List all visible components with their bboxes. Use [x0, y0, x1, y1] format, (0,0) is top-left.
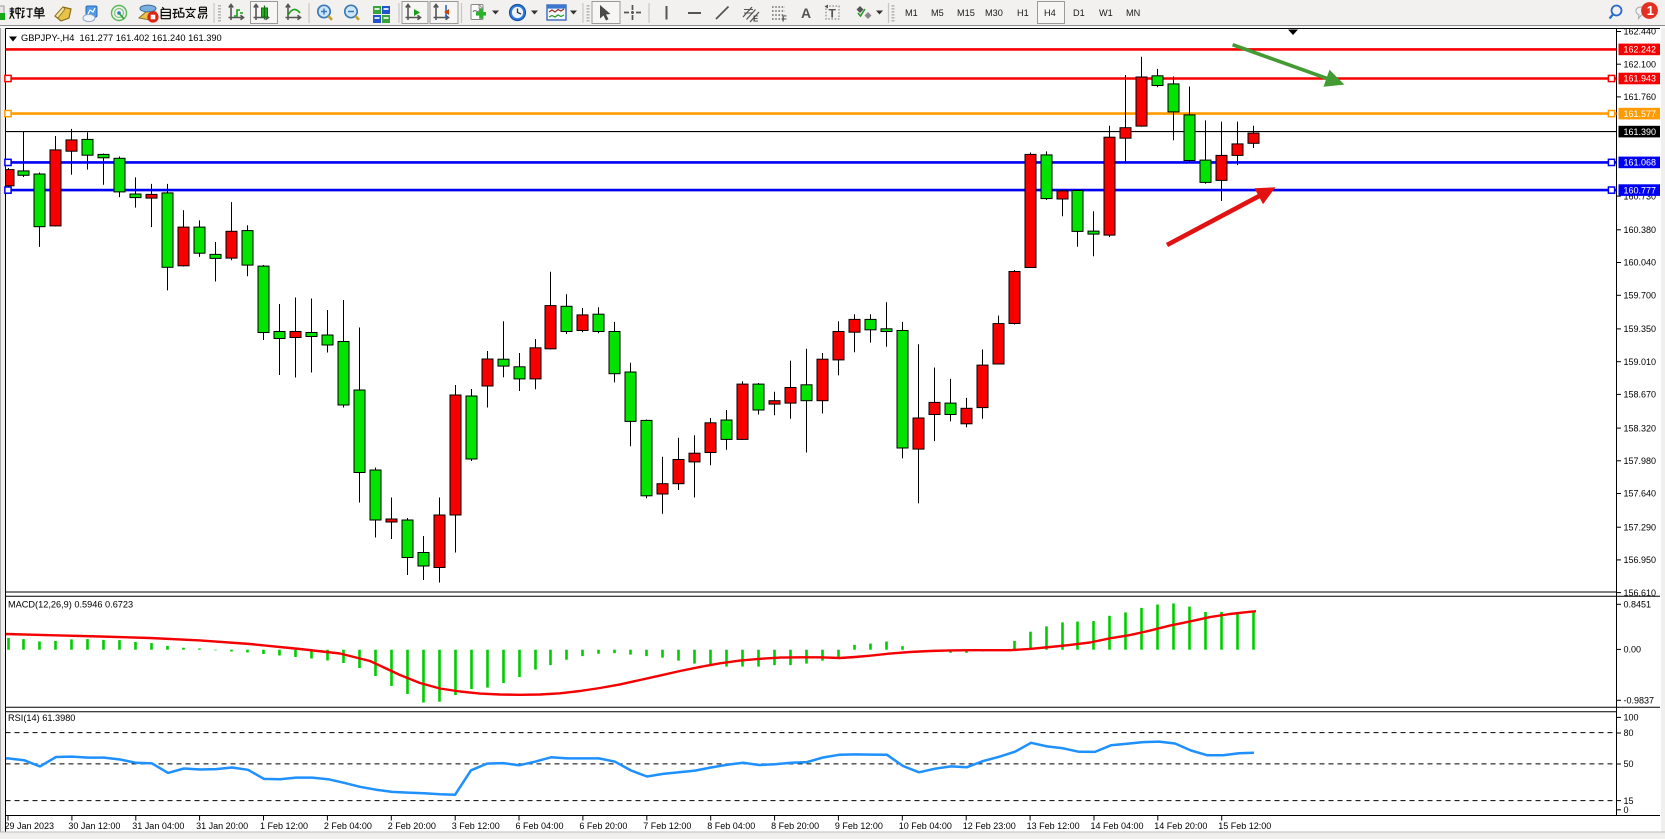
svg-text:160.730: 160.730: [1624, 191, 1657, 201]
svg-text:157.290: 157.290: [1624, 522, 1657, 532]
svg-text:50: 50: [1624, 759, 1634, 769]
svg-text:159.700: 159.700: [1624, 291, 1657, 301]
svg-text:MACD(12,26,9) 0.5946 0.6723: MACD(12,26,9) 0.5946 0.6723: [8, 600, 133, 610]
svg-text:157.640: 157.640: [1624, 489, 1657, 499]
svg-text:M30: M30: [985, 8, 1003, 18]
svg-text:161.390: 161.390: [1624, 127, 1657, 137]
svg-text:161.068: 161.068: [1624, 158, 1657, 168]
svg-text:GBPJPY-,H4 161.277 161.402 16: GBPJPY-,H4 161.277 161.402 161.240 161.3…: [21, 33, 222, 43]
svg-text:T: T: [829, 7, 837, 21]
svg-text:162.100: 162.100: [1624, 59, 1657, 69]
svg-text:MN: MN: [1126, 8, 1140, 18]
svg-text:RSI(14) 61.3980: RSI(14) 61.3980: [8, 713, 75, 723]
svg-text:1 Feb 12:00: 1 Feb 12:00: [260, 821, 308, 831]
svg-text:15: 15: [1624, 796, 1634, 806]
svg-text:1: 1: [1647, 3, 1654, 18]
svg-text:159.350: 159.350: [1624, 324, 1657, 334]
svg-text:161.943: 161.943: [1624, 74, 1657, 84]
svg-text:161.760: 161.760: [1624, 92, 1657, 102]
svg-text:160.380: 160.380: [1624, 225, 1657, 235]
svg-text:31 Jan 20:00: 31 Jan 20:00: [196, 821, 248, 831]
svg-text:12 Feb 23:00: 12 Feb 23:00: [963, 821, 1016, 831]
svg-text:8 Feb 04:00: 8 Feb 04:00: [707, 821, 755, 831]
svg-text:9 Feb 12:00: 9 Feb 12:00: [835, 821, 883, 831]
svg-text:0.8451: 0.8451: [1624, 600, 1652, 610]
svg-text:2 Feb 20:00: 2 Feb 20:00: [388, 821, 436, 831]
svg-text:100: 100: [1624, 713, 1639, 723]
svg-text:31 Jan 04:00: 31 Jan 04:00: [132, 821, 184, 831]
svg-text:M15: M15: [957, 8, 975, 18]
svg-text:158.670: 158.670: [1624, 390, 1657, 400]
svg-text:29 Jan 2023: 29 Jan 2023: [5, 821, 55, 831]
svg-text:157.980: 157.980: [1624, 456, 1657, 466]
svg-text:80: 80: [1624, 728, 1634, 738]
svg-text:15 Feb 12:00: 15 Feb 12:00: [1218, 821, 1271, 831]
svg-text:2 Feb 04:00: 2 Feb 04:00: [324, 821, 372, 831]
svg-text:8 Feb 20:00: 8 Feb 20:00: [771, 821, 819, 831]
svg-text:160.777: 160.777: [1624, 185, 1657, 195]
svg-text:160.040: 160.040: [1624, 258, 1657, 268]
svg-text:E: E: [753, 15, 759, 24]
svg-text:14 Feb 04:00: 14 Feb 04:00: [1091, 821, 1144, 831]
svg-text:W1: W1: [1099, 8, 1113, 18]
svg-text:H4: H4: [1044, 8, 1056, 18]
svg-text:-0.9837: -0.9837: [1624, 696, 1655, 706]
svg-text:14 Feb 20:00: 14 Feb 20:00: [1154, 821, 1207, 831]
svg-text:3 Feb 12:00: 3 Feb 12:00: [452, 821, 500, 831]
svg-text:6 Feb 04:00: 6 Feb 04:00: [516, 821, 564, 831]
svg-text:161.577: 161.577: [1624, 109, 1657, 119]
svg-text:156.950: 156.950: [1624, 555, 1657, 565]
svg-text:156.610: 156.610: [1624, 588, 1657, 598]
svg-text:13 Feb 12:00: 13 Feb 12:00: [1027, 821, 1080, 831]
svg-text:162.440: 162.440: [1624, 27, 1657, 37]
svg-text:159.010: 159.010: [1624, 357, 1657, 367]
svg-text:7 Feb 12:00: 7 Feb 12:00: [643, 821, 691, 831]
svg-text:0.00: 0.00: [1624, 645, 1642, 655]
svg-text:H1: H1: [1017, 8, 1029, 18]
svg-text:30 Jan 12:00: 30 Jan 12:00: [68, 821, 120, 831]
svg-text:M5: M5: [931, 8, 944, 18]
svg-text:6 Feb 20:00: 6 Feb 20:00: [579, 821, 627, 831]
svg-text:158.320: 158.320: [1624, 423, 1657, 433]
svg-text:162.242: 162.242: [1624, 45, 1657, 55]
svg-text:A: A: [801, 5, 811, 21]
svg-text:F: F: [782, 15, 787, 24]
svg-text:M1: M1: [905, 8, 918, 18]
svg-text:10 Feb 04:00: 10 Feb 04:00: [899, 821, 952, 831]
svg-text:0: 0: [1624, 805, 1629, 815]
svg-text:D1: D1: [1073, 8, 1085, 18]
